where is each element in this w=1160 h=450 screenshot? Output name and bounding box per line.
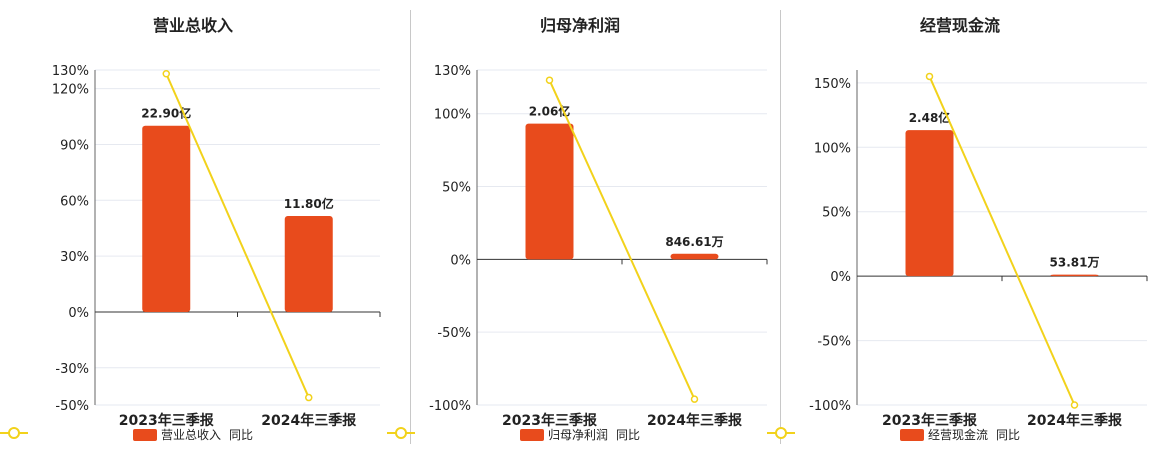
legend-item-bar[interactable]: 经营现金流 — [899, 426, 988, 443]
bar-data-label: 22.90亿 — [141, 106, 191, 121]
y-tick-label: -50% — [55, 399, 89, 414]
bar — [284, 215, 333, 312]
y-tick-label: 0% — [68, 306, 89, 321]
legend-item-line[interactable]: 同比 — [767, 426, 1021, 443]
y-tick-label: -30% — [55, 362, 89, 377]
chart-svg: 150% 100% 50% 0% -50% -100% 2.48亿 53.81万 2023年三季… — [809, 70, 1148, 429]
chart-title: 归母净利润 — [539, 16, 620, 35]
y-tick-label: 150% — [814, 77, 851, 92]
legend-label-line: 同比 — [996, 428, 1021, 442]
bar-data-label: 53.81万 — [1050, 256, 1100, 270]
legend: 经营现金流 同比 — [767, 426, 1153, 443]
bar — [142, 125, 191, 312]
yoy-line — [165, 73, 310, 398]
legend-item-line[interactable]: 同比 — [387, 426, 641, 443]
legend-item-line[interactable]: 同比 — [0, 426, 254, 443]
yoy-point — [162, 69, 170, 78]
x-category-label: 2023年三季报 — [502, 412, 597, 429]
y-tick-label: 100% — [434, 108, 471, 123]
bar-data-label: 2.06亿 — [529, 104, 571, 119]
x-category-label: 2024年三季报 — [1027, 412, 1122, 429]
legend: 归母净利润 同比 — [387, 426, 773, 443]
yoy-point — [925, 72, 934, 81]
legend-item-bar[interactable]: 营业总收入 — [132, 426, 221, 443]
legend: 营业总收入 同比 — [0, 426, 386, 443]
y-tick-label: 50% — [442, 181, 471, 196]
y-tick-label: 130% — [52, 64, 89, 79]
legend-bar-swatch — [899, 428, 924, 441]
legend-bar-swatch — [132, 428, 157, 441]
bar — [525, 123, 574, 260]
revenue-panel: 营业总收入 130% 120% 90% 60% 30% 0% -30% -50% 22.90亿 1… — [0, 0, 386, 450]
legend-label-line: 同比 — [229, 428, 254, 442]
y-tick-label: -50% — [817, 335, 851, 350]
y-tick-label: 0% — [830, 270, 851, 285]
legend-label-bar: 经营现金流 — [927, 428, 988, 442]
net-profit-panel: 归母净利润 130% 100% 50% 0% -50% -100% 2.06亿 846.61万… — [387, 0, 773, 450]
cash-flow-panel: 经营现金流 150% 100% 50% 0% -50% -100% 2.48亿 53.81万 2… — [767, 0, 1153, 450]
x-category-label: 2024年三季报 — [647, 412, 742, 429]
bar — [1050, 274, 1099, 277]
bar — [670, 253, 719, 260]
yoy-point — [1070, 401, 1079, 409]
bar — [905, 130, 954, 277]
yoy-point — [305, 393, 313, 402]
y-tick-label: -100% — [429, 399, 471, 414]
panel-divider — [780, 10, 781, 444]
legend-line-swatch — [387, 427, 415, 439]
yoy-point — [545, 76, 554, 84]
legend-line-swatch — [0, 427, 28, 439]
yoy-line — [548, 79, 696, 400]
panel-divider — [410, 10, 411, 444]
legend-label-line: 同比 — [616, 428, 641, 442]
y-tick-label: 120% — [52, 83, 89, 98]
legend-label-bar: 归母净利润 — [547, 428, 608, 442]
bar-data-label: 2.48亿 — [909, 110, 951, 125]
chart-svg: 130% 100% 50% 0% -50% -100% 2.06亿 846.61万 2023年三… — [429, 64, 768, 429]
chart-svg: 130% 120% 90% 60% 30% 0% -30% -50% 22.90亿 11.80亿 2… — [52, 64, 381, 429]
legend-line-swatch — [767, 427, 795, 439]
legend-label-bar: 营业总收入 — [160, 428, 221, 442]
y-tick-label: -50% — [437, 326, 471, 341]
bar-data-label: 846.61万 — [665, 235, 723, 249]
y-tick-label: -100% — [809, 399, 851, 414]
chart-title: 营业总收入 — [152, 16, 233, 35]
yoy-line — [928, 76, 1076, 406]
yoy-point — [690, 395, 699, 403]
x-category-label: 2023年三季报 — [119, 412, 214, 429]
legend-item-bar[interactable]: 归母净利润 — [519, 426, 608, 443]
legend-bar-swatch — [519, 428, 544, 441]
y-tick-label: 60% — [60, 194, 89, 209]
y-tick-label: 90% — [60, 138, 89, 153]
x-category-label: 2023年三季报 — [882, 412, 977, 429]
y-tick-label: 130% — [434, 64, 471, 79]
y-tick-label: 30% — [60, 250, 89, 265]
bar-data-label: 11.80亿 — [284, 196, 334, 211]
x-category-label: 2024年三季报 — [261, 412, 356, 429]
y-tick-label: 50% — [822, 206, 851, 221]
chart-title: 经营现金流 — [919, 16, 1000, 35]
y-tick-label: 100% — [814, 141, 851, 156]
y-tick-label: 0% — [450, 253, 471, 268]
